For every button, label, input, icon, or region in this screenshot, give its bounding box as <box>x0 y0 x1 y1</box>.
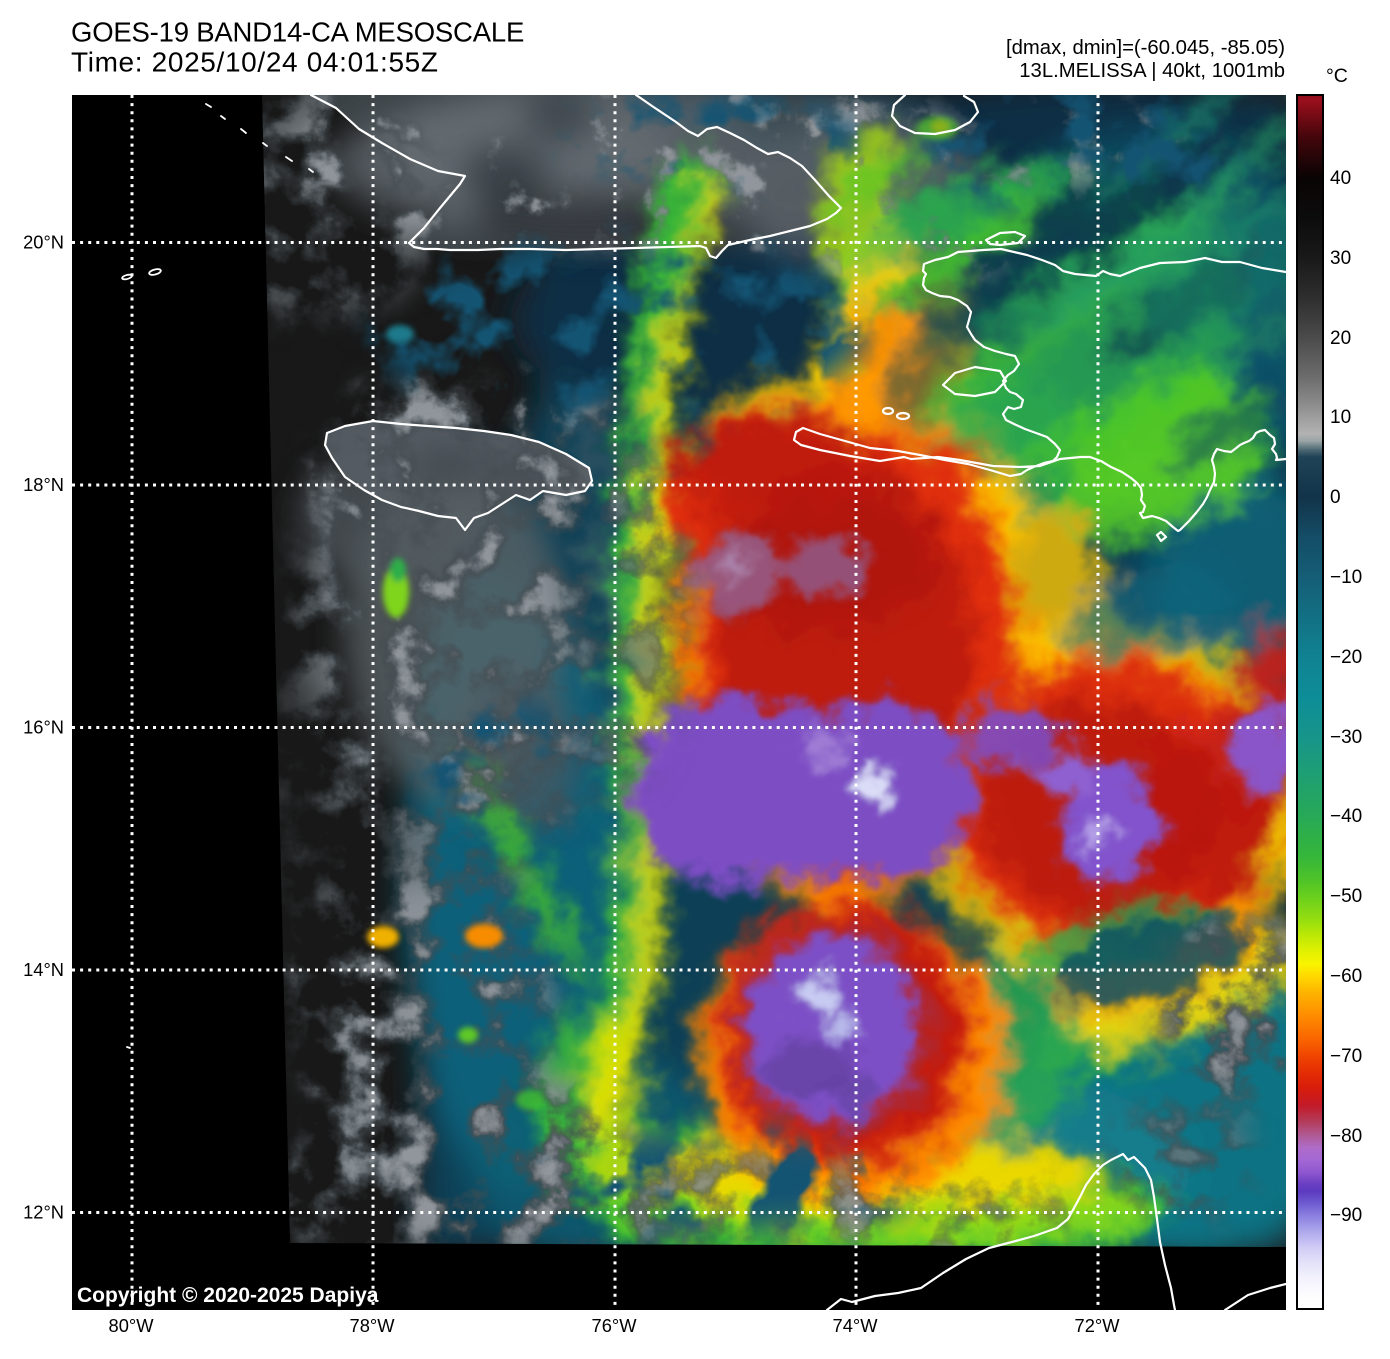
svg-text:78°W: 78°W <box>350 1315 396 1336</box>
svg-text:40: 40 <box>1330 168 1351 189</box>
svg-text:13L.MELISSA | 40kt, 1001mb: 13L.MELISSA | 40kt, 1001mb <box>1019 60 1285 82</box>
svg-text:20°N: 20°N <box>23 232 64 253</box>
svg-text:−50: −50 <box>1330 886 1362 907</box>
svg-text:80°W: 80°W <box>109 1315 155 1336</box>
svg-text:Copyright © 2020-2025 Dapiya: Copyright © 2020-2025 Dapiya <box>77 1284 379 1307</box>
svg-text:°C: °C <box>1326 65 1348 87</box>
svg-text:−80: −80 <box>1330 1126 1362 1147</box>
svg-text:12°N: 12°N <box>23 1202 64 1223</box>
svg-text:−10: −10 <box>1330 567 1362 588</box>
svg-text:18°N: 18°N <box>23 474 64 495</box>
svg-text:72°W: 72°W <box>1075 1315 1121 1336</box>
svg-text:[dmax, dmin]=(-60.045, -85.05): [dmax, dmin]=(-60.045, -85.05) <box>1006 37 1285 59</box>
svg-text:16°N: 16°N <box>23 717 64 738</box>
svg-text:74°W: 74°W <box>833 1315 879 1336</box>
svg-text:−90: −90 <box>1330 1205 1362 1226</box>
svg-text:−30: −30 <box>1330 727 1362 748</box>
svg-text:14°N: 14°N <box>23 959 64 980</box>
svg-text:GOES-19 BAND14-CA MESOSCALE: GOES-19 BAND14-CA MESOSCALE <box>71 17 524 48</box>
svg-text:30: 30 <box>1330 248 1351 269</box>
svg-text:−60: −60 <box>1330 966 1362 987</box>
svg-text:10: 10 <box>1330 407 1351 428</box>
svg-text:76°W: 76°W <box>592 1315 638 1336</box>
svg-text:20: 20 <box>1330 328 1351 349</box>
svg-text:−40: −40 <box>1330 806 1362 827</box>
svg-text:−20: −20 <box>1330 647 1362 668</box>
svg-text:Time: 2025/10/24 04:01:55Z: Time: 2025/10/24 04:01:55Z <box>71 47 439 78</box>
svg-text:0: 0 <box>1330 487 1341 508</box>
svg-text:−70: −70 <box>1330 1046 1362 1067</box>
